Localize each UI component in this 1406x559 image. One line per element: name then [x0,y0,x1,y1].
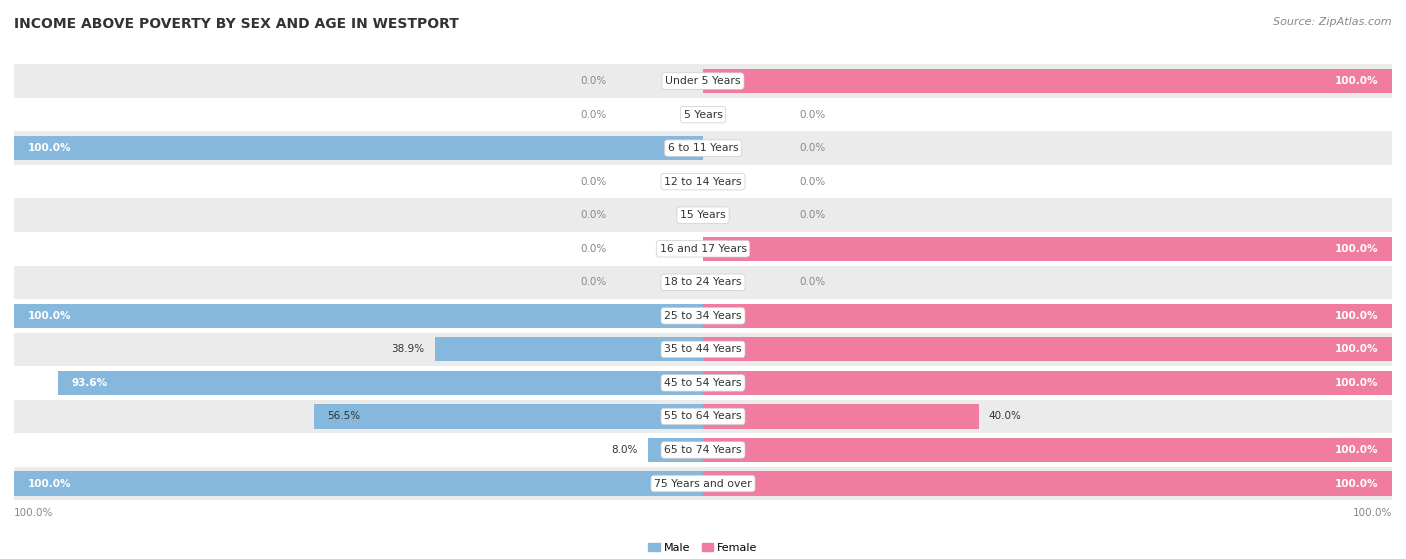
Bar [14,266,1392,299]
Text: 100.0%: 100.0% [28,479,72,489]
Bar [703,371,1392,395]
Text: 100.0%: 100.0% [28,311,72,321]
Text: 12 to 14 Years: 12 to 14 Years [664,177,742,187]
Text: 0.0%: 0.0% [581,244,606,254]
Text: 0.0%: 0.0% [581,177,606,187]
Bar [14,299,1392,333]
Bar [703,438,1392,462]
Text: 0.0%: 0.0% [800,210,825,220]
Bar [14,400,1392,433]
Bar [703,69,1392,93]
Text: 16 and 17 Years: 16 and 17 Years [659,244,747,254]
Text: 100.0%: 100.0% [1334,244,1378,254]
Text: 5 Years: 5 Years [683,110,723,120]
Bar [14,471,703,496]
Bar [58,371,703,395]
Text: 100.0%: 100.0% [1334,378,1378,388]
Bar [14,98,1392,131]
Text: 40.0%: 40.0% [988,411,1022,421]
Text: 93.6%: 93.6% [72,378,108,388]
Text: 0.0%: 0.0% [800,110,825,120]
Bar [703,404,979,429]
Text: INCOME ABOVE POVERTY BY SEX AND AGE IN WESTPORT: INCOME ABOVE POVERTY BY SEX AND AGE IN W… [14,17,458,31]
Legend: Male, Female: Male, Female [648,543,758,553]
Text: 0.0%: 0.0% [800,177,825,187]
Bar [14,198,1392,232]
Text: 0.0%: 0.0% [800,143,825,153]
Text: 100.0%: 100.0% [1334,479,1378,489]
Text: Under 5 Years: Under 5 Years [665,76,741,86]
Text: 8.0%: 8.0% [612,445,637,455]
Text: 100.0%: 100.0% [1334,76,1378,86]
Bar [14,136,703,160]
Text: 0.0%: 0.0% [581,277,606,287]
Bar [14,333,1392,366]
Text: 25 to 34 Years: 25 to 34 Years [664,311,742,321]
Bar [703,304,1392,328]
Text: 0.0%: 0.0% [581,76,606,86]
Bar [14,165,1392,198]
Text: 100.0%: 100.0% [1353,508,1392,518]
Text: 35 to 44 Years: 35 to 44 Years [664,344,742,354]
Text: 15 Years: 15 Years [681,210,725,220]
Bar [14,131,1392,165]
Bar [434,337,703,362]
Text: 100.0%: 100.0% [28,143,72,153]
Text: 100.0%: 100.0% [1334,445,1378,455]
Bar [14,467,1392,500]
Text: 18 to 24 Years: 18 to 24 Years [664,277,742,287]
Bar [703,337,1392,362]
Text: 0.0%: 0.0% [581,210,606,220]
Text: 0.0%: 0.0% [581,110,606,120]
Text: 0.0%: 0.0% [800,277,825,287]
Bar [14,366,1392,400]
Text: 55 to 64 Years: 55 to 64 Years [664,411,742,421]
Text: 100.0%: 100.0% [1334,344,1378,354]
Bar [14,433,1392,467]
Bar [314,404,703,429]
Text: 100.0%: 100.0% [1334,311,1378,321]
Bar [648,438,703,462]
Text: 6 to 11 Years: 6 to 11 Years [668,143,738,153]
Text: 100.0%: 100.0% [14,508,53,518]
Bar [703,471,1392,496]
Bar [14,232,1392,266]
Bar [14,304,703,328]
Bar [703,236,1392,261]
Text: 75 Years and over: 75 Years and over [654,479,752,489]
Text: 56.5%: 56.5% [328,411,361,421]
Bar [14,64,1392,98]
Text: 65 to 74 Years: 65 to 74 Years [664,445,742,455]
Text: Source: ZipAtlas.com: Source: ZipAtlas.com [1274,17,1392,27]
Text: 45 to 54 Years: 45 to 54 Years [664,378,742,388]
Text: 38.9%: 38.9% [391,344,425,354]
